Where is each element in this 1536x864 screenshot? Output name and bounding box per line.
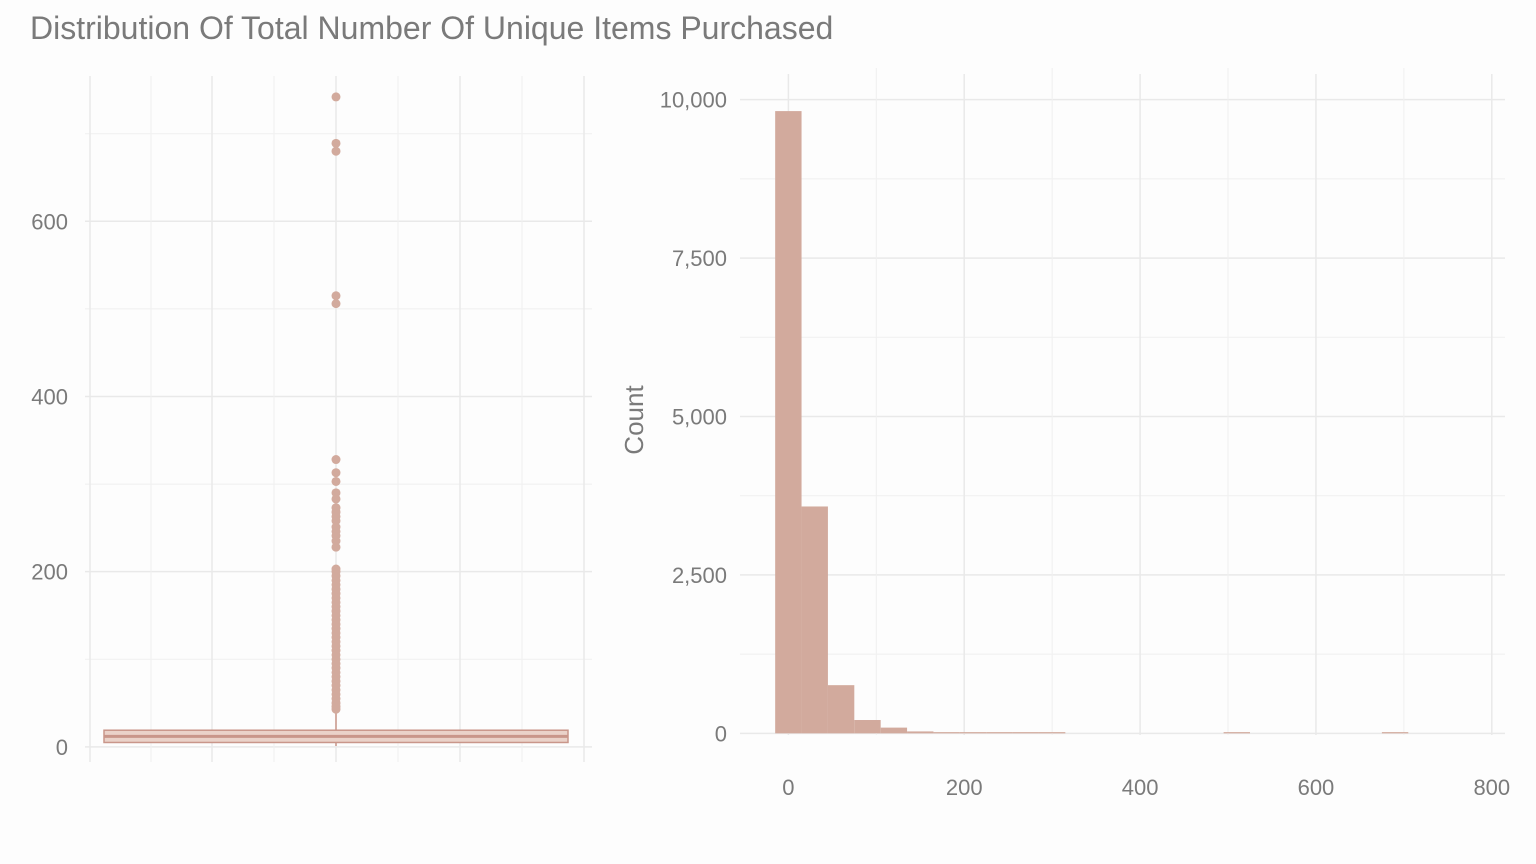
histogram-x-tick-label: 200 [946,775,983,800]
histogram-bar [1223,732,1250,734]
boxplot-outliers [331,92,341,714]
histogram-bar [801,506,828,734]
histogram-x-tick-label: 600 [1298,775,1335,800]
boxplot-outlier-point [331,138,341,148]
chart-title: Distribution Of Total Number Of Unique I… [30,10,834,46]
boxplot-outlier-point [331,488,341,498]
histogram-bar [880,727,908,734]
histogram-bar [933,732,960,734]
boxplot-outlier-point [331,503,341,513]
boxplot-outlier-point [331,291,341,301]
histogram-bar [1381,732,1409,734]
boxplot-chart: 0 200 400 600 [31,76,592,762]
boxplot-gridlines [85,76,592,762]
histogram-x-tick-label: 400 [1122,775,1159,800]
histogram-bar [907,731,934,734]
boxplot-y-tick-label: 0 [56,735,68,760]
boxplot-outlier-point [331,146,341,156]
histogram-bar [854,720,881,734]
histogram-bar [986,732,1013,734]
boxplot-outlier-point [331,455,341,465]
boxplot-outlier-point [331,468,341,478]
histogram-x-tick-label: 0 [782,775,794,800]
histogram-bar [959,732,987,734]
boxplot-outlier-point [331,92,341,102]
histogram-gridlines [740,68,1505,735]
histogram-y-tick-labels: 0 2,500 5,000 7,500 10,000 [660,88,727,747]
histogram-bar [1012,732,1039,734]
histogram-x-tick-label: 800 [1473,775,1510,800]
histogram-x-tick-labels: 0 200 400 600 800 [782,775,1510,800]
histogram-y-tick-label: 7,500 [672,246,727,271]
boxplot-y-tick-label: 600 [31,209,68,234]
boxplot-outlier-point [331,564,341,574]
histogram-y-tick-label: 10,000 [660,88,727,113]
histogram-y-tick-label: 0 [715,721,727,746]
histogram-chart: 0 2,500 5,000 7,500 10,000 0 200 400 600 800 Cou… [619,68,1510,800]
histogram-y-tick-label: 2,500 [672,563,727,588]
histogram-bar [1038,732,1066,734]
boxplot-outlier-point [331,476,341,486]
boxplot-outlier-point [331,299,341,309]
histogram-bar [827,685,855,734]
histogram-y-tick-label: 5,000 [672,405,727,430]
histogram-bars [775,111,1409,734]
boxplot-y-tick-label: 400 [31,384,68,409]
boxplot-y-tick-label: 200 [31,560,68,585]
histogram-bar [775,111,802,734]
histogram-y-axis-label: Count [619,385,649,455]
boxplot-y-tick-labels: 0 200 400 600 [31,209,68,760]
boxplot-box [103,729,569,744]
